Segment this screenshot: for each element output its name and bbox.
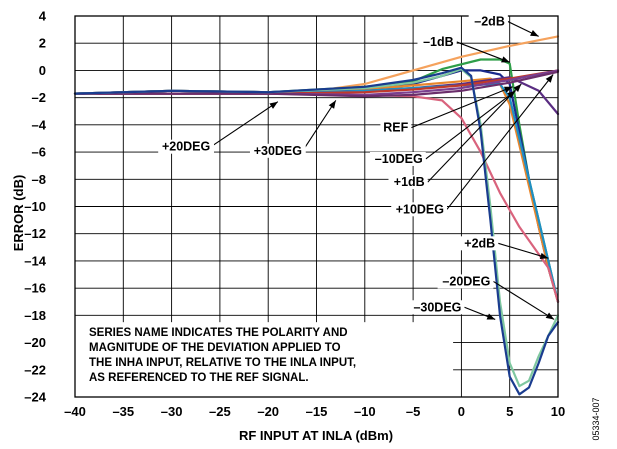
annotation-label: –2dB (474, 15, 505, 29)
y-tick-label: –4 (32, 117, 47, 132)
series-lines (73, 35, 560, 396)
y-tick-label: –18 (24, 308, 46, 323)
leader-line (493, 280, 555, 320)
leader-line (427, 83, 522, 183)
annotation-bg (437, 274, 494, 289)
annotation-bg (369, 151, 426, 166)
series-line (73, 82, 560, 303)
leader-arrow (486, 313, 496, 320)
annotation-bg (158, 139, 214, 154)
note-line: MAGNITUDE OF THE DEVIATION APPLIED TO (89, 342, 341, 354)
annotation-label: –20DEG (442, 274, 490, 288)
leader-arrow (545, 74, 554, 83)
leader-arrow (269, 101, 278, 109)
x-tick-label: –25 (209, 404, 231, 419)
leader-arrow (501, 56, 510, 63)
plot-frame (74, 15, 559, 398)
y-tick-label: 2 (39, 36, 46, 51)
tick-labels: –40 –35 –30 –25 –20 –15 –10 –5 0 5 10 4 2 0 –2 –4 –6 –8 –1… (24, 9, 565, 420)
leader-line (446, 74, 554, 210)
annotation-bg (417, 34, 457, 49)
annotation-bg (468, 14, 508, 29)
annotation-label: +30DEG (254, 144, 302, 158)
note-line: AS REFERENCED TO THE REF SIGNAL. (89, 372, 309, 384)
leader-arrow (513, 84, 522, 93)
annotation-label: –1dB (423, 35, 454, 49)
x-tick-label: –30 (161, 404, 183, 419)
annotation-label: –30DEG (413, 300, 461, 314)
leader-arrow (530, 30, 539, 37)
series-line (73, 66, 560, 396)
x-axis-title: RF INPUT AT INLA (dBm) (239, 428, 393, 443)
annotation-bg (391, 202, 448, 217)
leader-arrow (328, 100, 336, 109)
annotation-label: +1dB (394, 175, 425, 189)
y-tick-label: 4 (39, 9, 47, 24)
note-line: SERIES NAME INDICATES THE POLARITY AND (89, 327, 348, 339)
y-tick-label: –24 (24, 390, 46, 405)
note-panel (75, 322, 454, 397)
annotation-bg (408, 300, 465, 315)
y-tick-label: –2 (32, 90, 46, 105)
note-box: SERIES NAME INDICATES THE POLARITY AND MA… (75, 322, 454, 397)
leader-arrow (503, 86, 513, 93)
note-line: THE INHA INPUT, RELATIVE TO THE INLA INP… (89, 357, 356, 369)
figure-id: 05334-007 (591, 397, 601, 440)
y-tick-label: 0 (39, 63, 46, 78)
x-tick-label: 0 (458, 404, 465, 419)
annotation-bg (459, 236, 499, 251)
annotation-label: REF (383, 121, 408, 135)
x-tick-label: 10 (551, 404, 565, 419)
x-tick-label: –20 (257, 404, 279, 419)
x-tick-label: –40 (64, 404, 86, 419)
y-axis-title: ERROR (dB) (11, 175, 26, 252)
series-line (73, 70, 560, 98)
y-tick-label: –12 (24, 226, 46, 241)
annotation-label: –10DEG (375, 152, 423, 166)
y-tick-label: –22 (24, 362, 46, 377)
x-tick-label: –35 (112, 404, 134, 419)
annotation-bg (388, 175, 428, 190)
leader-arrow (539, 252, 549, 259)
x-tick-label: –10 (354, 404, 376, 419)
x-tick-label: –15 (306, 404, 328, 419)
leader-arrow (545, 312, 555, 320)
leader-line (210, 101, 279, 148)
leader-line (456, 41, 510, 63)
y-tick-label: –14 (24, 253, 46, 268)
leader-line (498, 242, 549, 259)
x-tick-label: –5 (406, 404, 420, 419)
annotation-bg (249, 143, 306, 158)
series-annotations: –2dB –1dB REF –10DEG +1dB +10DEG +2dB –20DEG –30… (158, 14, 555, 320)
y-tick-label: –10 (24, 199, 46, 214)
leader-line (425, 90, 516, 160)
leader-line (411, 86, 513, 129)
plot-border (74, 15, 559, 398)
annotation-label: +20DEG (162, 140, 210, 154)
y-tick-label: –6 (32, 145, 46, 160)
y-tick-label: –20 (24, 335, 46, 350)
annotation-label: +2dB (464, 236, 495, 250)
x-tick-label: 5 (506, 404, 513, 419)
y-tick-label: –8 (32, 172, 46, 187)
annotation-bg (380, 120, 412, 135)
leader-line (302, 100, 337, 152)
y-tick-label: –16 (24, 281, 46, 296)
annotation-label: +10DEG (396, 202, 444, 216)
